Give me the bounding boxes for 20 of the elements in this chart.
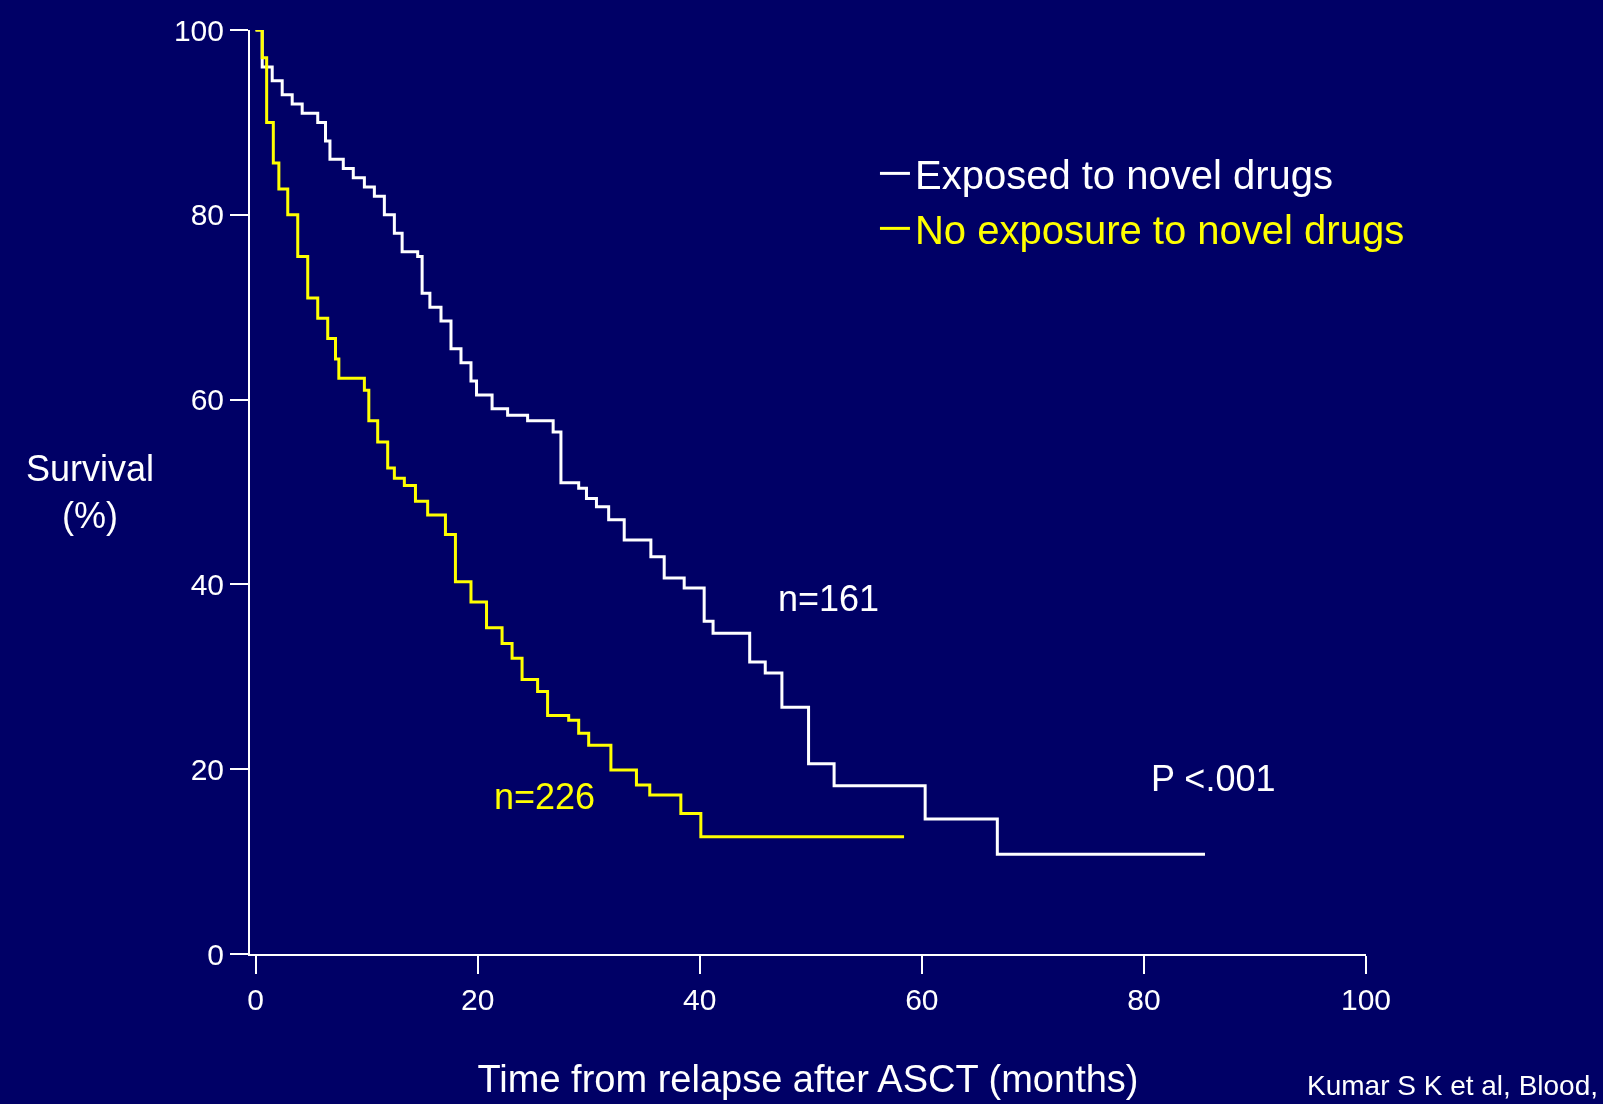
x-tick-label: 100 <box>1340 983 1392 1016</box>
legend-label: No exposure to novel drugs <box>914 207 1405 252</box>
x-tick-label: 40 <box>683 983 717 1016</box>
x-tick-label: 0 <box>247 983 264 1016</box>
x-axis-title: Time from relapse after ASCT (months) <box>477 1057 1139 1100</box>
text: Kumar S K et al, Blood, <box>1307 1070 1599 1101</box>
x-tick-label: 80 <box>1127 983 1161 1016</box>
y-tick-label: 60 <box>190 383 224 417</box>
y-tick-label: 80 <box>190 198 224 232</box>
annotation: P <.001 <box>1151 758 1276 799</box>
legend-label: Exposed to novel drugs <box>914 152 1334 197</box>
y-tick-label: 40 <box>190 567 224 601</box>
annotation: n=226 <box>494 776 596 817</box>
y-axis-title: Survival (%) <box>26 448 155 536</box>
y-tick-label: 0 <box>207 937 224 971</box>
y-tick-label: 20 <box>190 752 224 786</box>
annotation: n=161 <box>778 578 880 619</box>
x-tick-label: 60 <box>905 983 939 1016</box>
y-tick-label: 100 <box>173 13 224 47</box>
x-tick-label: 20 <box>460 983 495 1016</box>
